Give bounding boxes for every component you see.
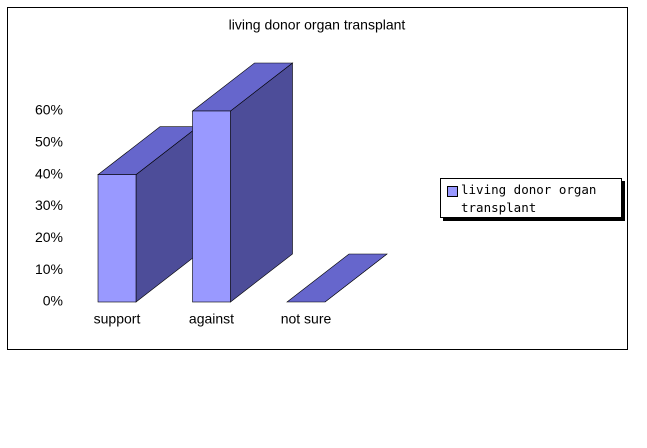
y-tick-label: 40%: [35, 165, 63, 181]
x-tick-label: against: [189, 311, 234, 327]
y-tick-label: 0%: [43, 293, 63, 309]
chart-title: living donor organ transplant: [229, 17, 406, 33]
bar: [97, 126, 199, 303]
y-tick-label: 30%: [35, 197, 63, 213]
y-tick-label: 20%: [35, 229, 63, 245]
legend-label: living donor organ transplant: [461, 182, 597, 215]
bar: [191, 62, 294, 303]
bar: [286, 253, 388, 303]
bar-front: [192, 110, 231, 303]
x-tick-label: not sure: [281, 311, 332, 327]
y-tick-label: 60%: [35, 102, 63, 118]
x-tick-label: support: [94, 311, 141, 327]
bar-front: [97, 174, 137, 303]
legend: living donor organ transplant: [440, 178, 622, 218]
y-tick-label: 50%: [35, 134, 63, 150]
bar-top: [286, 253, 388, 303]
legend-swatch: [447, 186, 458, 197]
y-tick-label: 10%: [35, 261, 63, 277]
